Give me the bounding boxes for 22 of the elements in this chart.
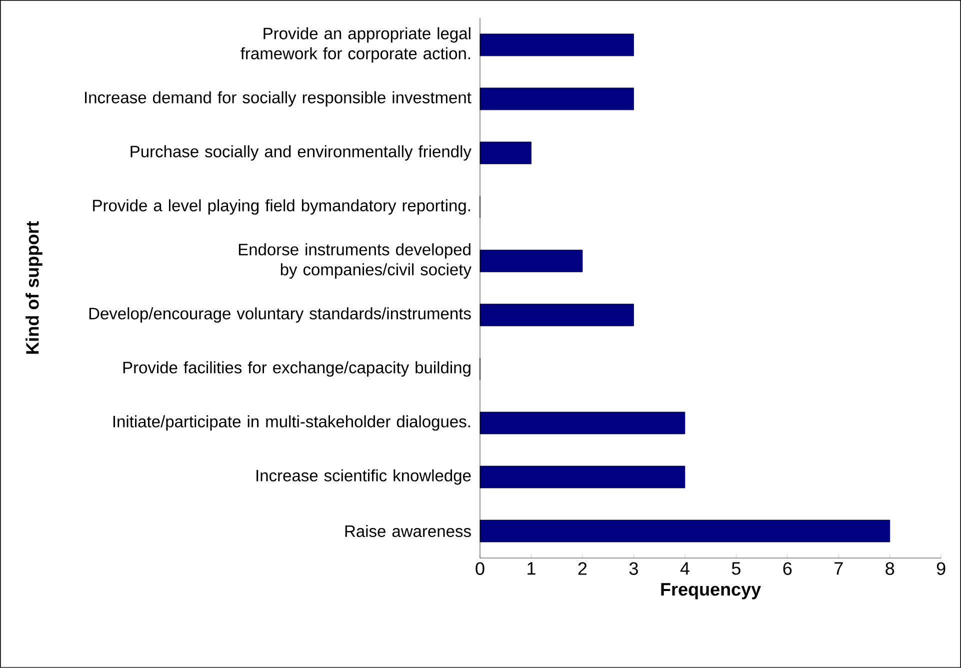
- y-tick-label: Provide facilities for exchange/capacity building: [123, 361, 470, 377]
- x-tick-label: 8: [886, 562, 894, 575]
- y-tick-label: Initiate/participate in multi-stakeholder dialogues.: [113, 415, 470, 431]
- x-tick-label: 1: [528, 562, 536, 575]
- x-axis-title: Frequencyy: [661, 583, 761, 600]
- y-tick-label: Provide a level playing field bymandatory reporting.: [93, 199, 470, 215]
- x-tick-label: 0: [476, 562, 484, 575]
- x-tick-label: 3: [629, 562, 638, 575]
- y-tick-label: Increase scientific knowledge: [256, 469, 471, 485]
- x-tick-label: 5: [732, 562, 740, 575]
- x-tick-label: 9: [936, 562, 946, 575]
- y-tick-label: Increase demand for socially responsible investment: [85, 91, 472, 107]
- y-tick-label: Provide an appropriate legal framework for corporate action.: [240, 27, 470, 63]
- y-tick-label: Purchase socially and environmentally friendly: [130, 145, 472, 161]
- y-tick-label: Raise awareness: [345, 524, 471, 538]
- y-tick-label: Endorse instruments developed by companies/civil society: [238, 243, 472, 279]
- y-tick-label: Develop/encourage voluntary standards/instruments: [89, 307, 471, 323]
- x-tick-label: 7: [834, 562, 843, 575]
- x-tick-label: 6: [783, 562, 792, 575]
- x-tick-label: 4: [680, 562, 690, 575]
- y-axis-title: Kind of support: [26, 221, 42, 354]
- x-tick-label: 2: [578, 562, 587, 575]
